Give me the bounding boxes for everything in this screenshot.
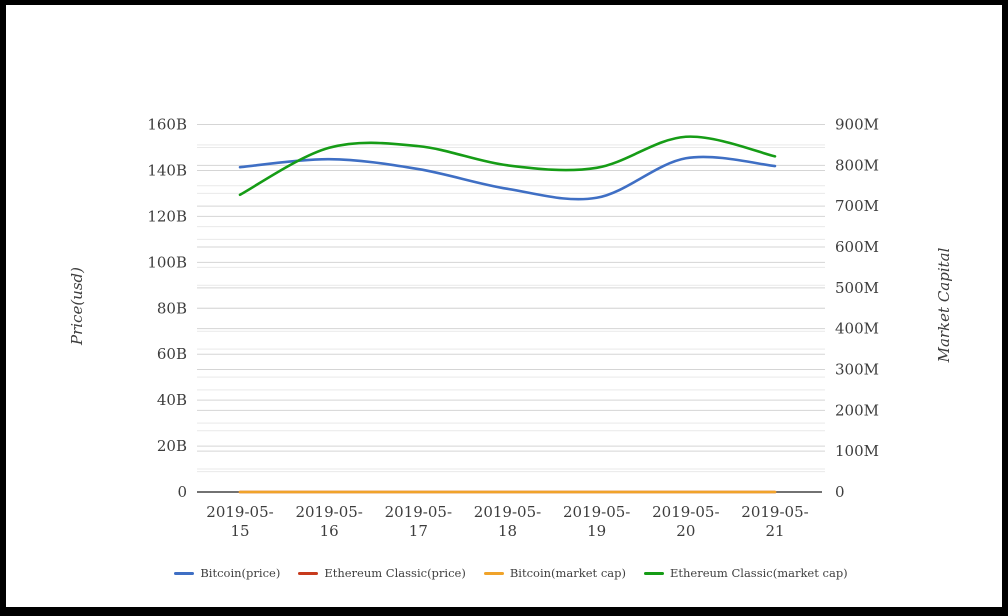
x-axis-tick-label: 2019-05- — [295, 503, 362, 521]
legend-swatch-bitcoin-price — [174, 571, 195, 575]
left-axis-tick-label: 140B — [147, 161, 187, 179]
x-axis-tick-label: 2019-05- — [206, 503, 273, 521]
legend-swatch-ethereum-classic-price — [298, 571, 319, 575]
right-axis-tick-label: 200M — [835, 401, 879, 419]
right-axis-tick-label: 600M — [835, 238, 879, 256]
left-axis-tick-label: 20B — [157, 437, 187, 455]
right-axis-tick-label: 100M — [835, 442, 879, 460]
right-axis-tick-label: 500M — [835, 279, 879, 297]
series-line-ethereum-classic-market-cap — [238, 135, 777, 197]
legend-item-ethereum-classic-price[interactable]: Ethereum Classic(price) — [298, 566, 466, 580]
legend-label: Bitcoin(price) — [200, 566, 281, 580]
left-axis-tick-label: 80B — [157, 299, 187, 317]
right-axis-tick-label: 0 — [835, 483, 845, 501]
x-axis-tick-label: 18 — [498, 522, 517, 540]
x-axis-tick-label: 2019-05- — [474, 503, 541, 521]
right-axis-tick-label: 300M — [835, 361, 879, 379]
right-axis-tick-label: 700M — [835, 197, 879, 215]
x-axis-tick-label: 16 — [320, 522, 339, 540]
left-axis-tick-label: 120B — [147, 207, 187, 225]
x-axis-tick-label: 20 — [676, 522, 695, 540]
left-axis-tick-label: 60B — [157, 345, 187, 363]
x-axis-tick-label: 2019-05- — [741, 503, 808, 521]
x-axis-tick-label: 17 — [409, 522, 428, 540]
chart-legend: Bitcoin(price) Ethereum Classic(price) Bit… — [174, 564, 848, 582]
x-axis-tick-label: 21 — [765, 522, 784, 540]
x-axis-tick-label: 2019-05- — [385, 503, 452, 521]
right-axis-tick-label: 800M — [835, 156, 879, 174]
right-axis-tick-label: 900M — [835, 116, 879, 134]
x-axis-tick-label: 2019-05- — [563, 503, 630, 521]
x-axis-tick-label: 19 — [587, 522, 606, 540]
legend-swatch-bitcoin-market-cap — [483, 571, 504, 575]
x-axis-tick-label: 15 — [230, 522, 249, 540]
right-axis-title: Market Capital — [935, 247, 953, 363]
x-axis-tick-label: 2019-05- — [652, 503, 719, 521]
legend-item-bitcoin-price[interactable]: Bitcoin(price) — [174, 566, 280, 580]
legend-item-bitcoin-market-cap[interactable]: Bitcoin(market cap) — [483, 566, 626, 580]
legend-label: Ethereum Classic(market cap) — [669, 566, 848, 580]
right-axis-tick-label: 400M — [835, 320, 879, 338]
left-axis-title: Price(usd) — [68, 266, 86, 346]
left-axis-tick-label: 100B — [147, 253, 187, 271]
left-axis-tick-label: 0 — [177, 483, 187, 501]
legend-label: Bitcoin(market cap) — [509, 566, 626, 580]
series-line-bitcoin-price — [238, 155, 777, 201]
left-axis-tick-label: 160B — [147, 116, 187, 134]
left-axis-tick-label: 40B — [157, 391, 187, 409]
legend-swatch-ethereum-classic-market-cap — [643, 571, 664, 575]
legend-item-ethereum-classic-market-cap[interactable]: Ethereum Classic(market cap) — [643, 566, 848, 580]
legend-label: Ethereum Classic(price) — [324, 566, 466, 580]
